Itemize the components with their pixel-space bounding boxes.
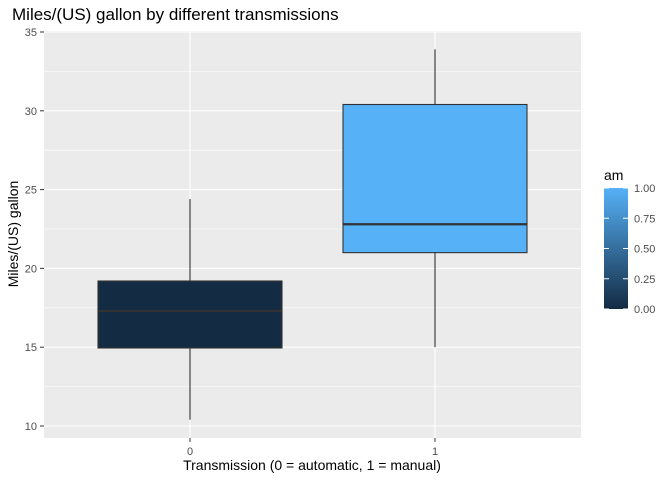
y-tick-label: 25 — [25, 185, 37, 197]
y-tick-label: 15 — [25, 342, 37, 354]
legend-label: 0.00 — [634, 304, 655, 316]
legend-label: 1.00 — [634, 183, 655, 195]
legend: am 1.00 0.75 0.50 0.25 0.00 — [604, 167, 655, 316]
x-tick-label: 0 — [187, 446, 193, 458]
boxes — [97, 49, 528, 420]
legend-label: 0.50 — [634, 244, 655, 256]
y-tick-label: 35 — [25, 27, 37, 39]
legend-label: 0.25 — [634, 274, 655, 286]
box-body — [342, 103, 528, 254]
x-tick-label: 1 — [432, 446, 438, 458]
legend-label: 0.75 — [634, 213, 655, 225]
box-0 — [97, 199, 283, 420]
y-tick-label: 10 — [25, 421, 37, 433]
y-tick-label: 30 — [25, 106, 37, 118]
box-body — [97, 280, 283, 349]
y-axis-title: Miles/(US) gallon — [5, 181, 21, 288]
y-axis: 10 15 20 25 30 35 — [25, 27, 44, 433]
x-axis-title: Transmission (0 = automatic, 1 = manual) — [183, 457, 441, 473]
chart-title: Miles/(US) gallon by different transmiss… — [12, 5, 339, 24]
legend-title: am — [604, 167, 623, 183]
box-1 — [342, 49, 528, 348]
y-tick-label: 20 — [25, 263, 37, 275]
